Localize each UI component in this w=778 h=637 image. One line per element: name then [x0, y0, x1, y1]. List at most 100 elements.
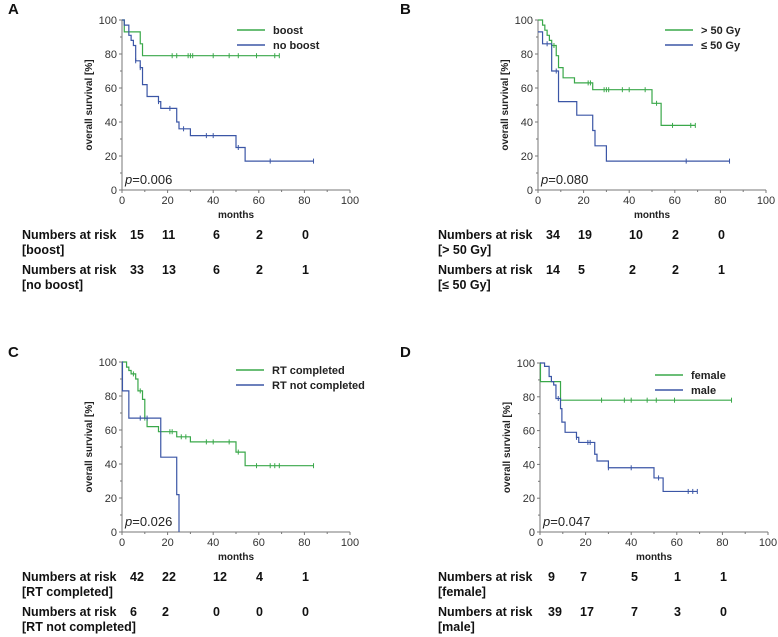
y-axis-label: overall survival [%] [500, 59, 511, 150]
y-tick-label: 0 [111, 185, 117, 197]
risk-count: 19 [578, 228, 592, 242]
panel-d: D 0 20 40 60 80 100 0 20 40 60 80 100 overall surviva… [400, 344, 777, 634]
y-tick-label: 80 [105, 391, 117, 403]
y-tick-label: 0 [111, 527, 117, 539]
panel-letter: A [8, 1, 19, 18]
x-tick-label: 0 [535, 195, 541, 207]
legend-label: boost [273, 25, 303, 37]
x-tick-label: 100 [341, 195, 359, 207]
y-axis-label: overall survival [%] [84, 401, 95, 492]
risk-count: 1 [718, 263, 725, 277]
x-tick-label: 40 [207, 537, 219, 549]
p-number: =0.006 [132, 172, 172, 187]
panel-letter: B [400, 1, 411, 18]
p-value: p=0.047 [542, 514, 590, 529]
risk-group-label: [no boost] [22, 278, 83, 292]
risk-count: 2 [162, 605, 169, 619]
x-tick-label: 20 [577, 195, 589, 207]
y-tick-label: 60 [523, 426, 535, 438]
risk-count: 2 [629, 263, 636, 277]
survival-curve-0 [538, 19, 696, 126]
survival-curve-0 [122, 19, 280, 57]
risk-count: 13 [162, 263, 176, 277]
risk-count: 6 [213, 228, 220, 242]
x-tick-label: 60 [253, 195, 265, 207]
risk-count: 14 [546, 263, 560, 277]
x-tick-label: 100 [759, 537, 777, 549]
x-tick-label: 80 [298, 537, 310, 549]
x-tick-label: 40 [207, 195, 219, 207]
y-tick-label: 60 [105, 425, 117, 437]
p-number: =0.026 [132, 514, 172, 529]
risk-count: 5 [578, 263, 585, 277]
x-tick-label: 60 [671, 537, 683, 549]
p-value: p=0.026 [124, 514, 172, 529]
risk-row-label: Numbers at risk [22, 570, 117, 584]
risk-count: 2 [672, 228, 679, 242]
risk-group-label: [RT not completed] [22, 620, 136, 634]
x-tick-label: 40 [625, 537, 637, 549]
x-tick-label: 100 [341, 537, 359, 549]
x-tick-label: 80 [716, 537, 728, 549]
x-tick-label: 60 [253, 537, 265, 549]
p-symbol: p [542, 514, 550, 529]
risk-count: 6 [130, 605, 137, 619]
risk-row-label: Numbers at risk [22, 605, 117, 619]
y-tick-label: 20 [523, 493, 535, 505]
risk-count: 22 [162, 570, 176, 584]
panel-letter: D [400, 344, 411, 361]
p-value: p=0.006 [124, 172, 172, 187]
x-axis-label: months [218, 210, 255, 221]
y-axis-label: overall survival [%] [502, 402, 513, 493]
risk-count: 10 [629, 228, 643, 242]
y-tick-label: 40 [105, 459, 117, 471]
risk-count: 12 [213, 570, 227, 584]
risk-count: 6 [213, 263, 220, 277]
risk-count: 2 [256, 263, 263, 277]
y-tick-label: 0 [529, 527, 535, 539]
x-tick-label: 0 [537, 537, 543, 549]
risk-count: 9 [548, 570, 555, 584]
risk-count: 7 [580, 570, 587, 584]
risk-count: 0 [718, 228, 725, 242]
risk-row-label: Numbers at risk [22, 228, 117, 242]
risk-count: 39 [548, 605, 562, 619]
x-tick-label: 80 [298, 195, 310, 207]
risk-row-label: Numbers at risk [438, 263, 533, 277]
risk-count: 4 [256, 570, 263, 584]
legend-label: ≤ 50 Gy [701, 40, 741, 52]
risk-count: 34 [546, 228, 560, 242]
risk-count: 0 [256, 605, 263, 619]
survival-curve-1 [122, 19, 314, 162]
legend-label: RT not completed [272, 380, 365, 392]
y-tick-label: 100 [515, 15, 533, 27]
y-tick-label: 40 [523, 459, 535, 471]
y-axis-label: overall survival [%] [84, 59, 95, 150]
x-tick-label: 100 [757, 195, 775, 207]
x-tick-label: 40 [623, 195, 635, 207]
y-tick-label: 20 [105, 493, 117, 505]
legend-label: RT completed [272, 365, 345, 377]
risk-count: 1 [720, 570, 727, 584]
p-value: p=0.080 [540, 172, 588, 187]
risk-group-label: [male] [438, 620, 475, 634]
risk-group-label: [RT completed] [22, 585, 113, 599]
risk-count: 1 [302, 570, 309, 584]
risk-count: 1 [302, 263, 309, 277]
risk-count: 33 [130, 263, 144, 277]
y-tick-label: 0 [527, 185, 533, 197]
survival-curve-1 [540, 362, 698, 493]
p-symbol: p [124, 172, 132, 187]
risk-count: 3 [674, 605, 681, 619]
risk-count: 42 [130, 570, 144, 584]
panel-letter: C [8, 344, 19, 361]
y-tick-label: 100 [517, 358, 535, 370]
x-axis-label: months [634, 210, 671, 221]
x-tick-label: 60 [669, 195, 681, 207]
x-tick-label: 20 [161, 537, 173, 549]
y-tick-label: 60 [521, 83, 533, 95]
legend-label: male [691, 385, 716, 397]
y-tick-label: 80 [521, 49, 533, 61]
